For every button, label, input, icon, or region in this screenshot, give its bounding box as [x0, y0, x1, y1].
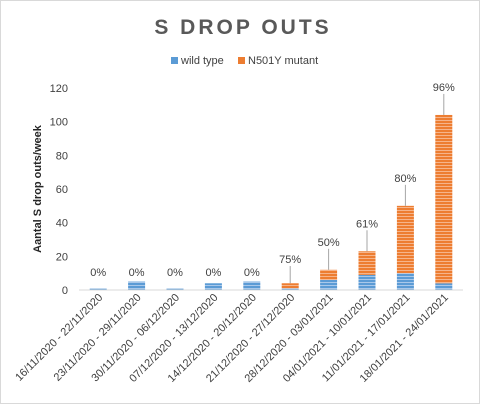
- y-axis: 0 20 40 60 80 100 120: [50, 83, 68, 297]
- y-tick-label: 40: [56, 218, 68, 230]
- y-tick-label: 80: [56, 150, 68, 162]
- percentage-label: 0%: [244, 267, 260, 279]
- y-tick-label: 60: [56, 184, 68, 196]
- percentage-label: 96%: [433, 82, 455, 94]
- legend-swatch: [238, 57, 245, 64]
- bar-n501y-mutant: [281, 283, 299, 289]
- legend-label: N501Y mutant: [248, 55, 318, 67]
- y-axis-label: Aantal S drop outs/week: [32, 124, 44, 253]
- bar-wild-type: [166, 288, 184, 290]
- bar-n501y-mutant: [358, 251, 376, 275]
- bar-wild-type: [243, 281, 261, 290]
- y-tick-label: 120: [50, 83, 68, 95]
- percentage-label: 61%: [356, 218, 378, 230]
- bar-wild-type: [89, 288, 107, 290]
- y-tick-label: 100: [50, 117, 68, 129]
- percentage-label: 0%: [205, 267, 221, 279]
- bar-wild-type: [281, 288, 299, 290]
- y-tick-label: 0: [62, 285, 68, 297]
- y-tick-label: 20: [56, 251, 68, 263]
- percentage-label: 80%: [394, 173, 416, 185]
- legend-swatch: [171, 57, 178, 64]
- chart-title: S DROP OUTS: [154, 16, 331, 39]
- percentage-label: 0%: [90, 267, 106, 279]
- bar-n501y-mutant: [396, 205, 414, 274]
- bar-n501y-mutant: [435, 114, 453, 284]
- percentage-label: 50%: [318, 237, 340, 249]
- bar-wild-type: [396, 273, 414, 290]
- bar-wild-type: [204, 283, 222, 290]
- percentage-label: 75%: [279, 254, 301, 266]
- percentage-label: 0%: [129, 267, 145, 279]
- legend: wild type N501Y mutant: [171, 55, 318, 67]
- percentage-annotations: 0% 0% 0% 0% 0% 75% 50% 61% 80% 96%: [90, 82, 455, 284]
- bar-wild-type: [128, 281, 146, 290]
- legend-label: wild type: [180, 55, 224, 67]
- bar-n501y-mutant: [320, 269, 338, 280]
- bars: [89, 114, 453, 290]
- bar-wild-type: [320, 279, 338, 290]
- bar-wild-type: [358, 274, 376, 290]
- bar-wild-type: [435, 283, 453, 290]
- percentage-label: 0%: [167, 267, 183, 279]
